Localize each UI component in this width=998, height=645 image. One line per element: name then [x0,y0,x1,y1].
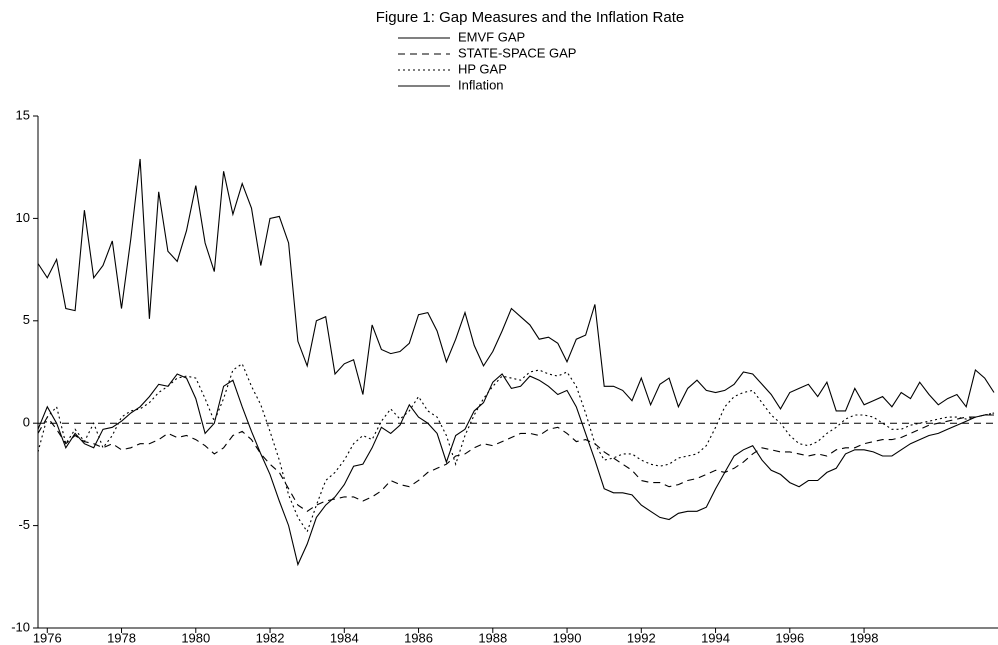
y-tick-label: 10 [16,210,30,225]
chart-title: Figure 1: Gap Measures and the Inflation… [376,9,685,26]
y-tick-label: 0 [23,415,30,430]
series-line [37,158,995,412]
x-tick-label: 1988 [478,630,507,645]
x-tick-label: 1998 [850,630,879,645]
y-tick-label: -10 [11,619,30,634]
y-tick-label: -5 [18,517,30,532]
series-line [37,373,994,567]
legend-label: HP GAP [458,61,507,76]
legend-label: STATE-SPACE GAP [458,45,576,60]
x-tick-label: 1986 [404,630,433,645]
x-tick-label: 1992 [627,630,656,645]
legend-label: EMVF GAP [458,29,525,44]
series-line [37,362,995,533]
y-tick-label: 5 [23,312,30,327]
x-tick-label: 1978 [107,630,136,645]
x-tick-label: 1990 [553,630,582,645]
legend-label: Inflation [458,77,504,92]
x-tick-label: 1976 [33,630,62,645]
x-tick-label: 1984 [330,630,359,645]
series-line [37,412,995,512]
x-tick-label: 1996 [775,630,804,645]
x-tick-label: 1994 [701,630,730,645]
x-tick-label: 1980 [181,630,210,645]
y-tick-label: 15 [16,107,30,122]
x-tick-label: 1982 [256,630,285,645]
